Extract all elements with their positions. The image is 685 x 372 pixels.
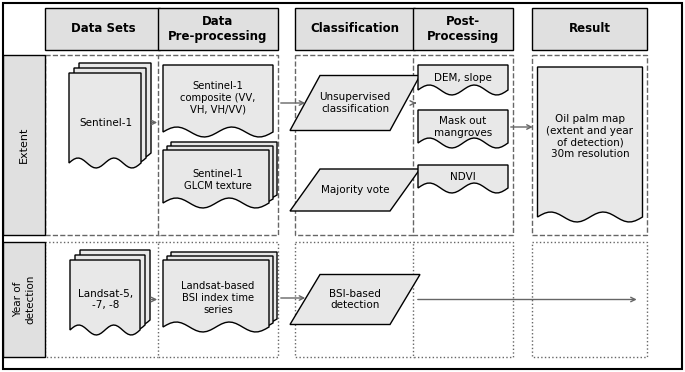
Polygon shape	[171, 142, 277, 200]
Text: Classification: Classification	[310, 22, 399, 35]
Polygon shape	[75, 255, 145, 330]
Text: Landsat-5,
-7, -8: Landsat-5, -7, -8	[79, 289, 134, 310]
Polygon shape	[167, 256, 273, 328]
Bar	[532, 55, 647, 235]
Polygon shape	[538, 67, 643, 222]
Bar	[3, 55, 45, 235]
Text: Sentinel-1: Sentinel-1	[79, 118, 133, 128]
Polygon shape	[69, 73, 141, 168]
Bar	[295, 8, 415, 50]
Text: Extent: Extent	[19, 127, 29, 163]
Bar	[295, 55, 415, 235]
Polygon shape	[70, 260, 140, 335]
Text: Oil palm map
(extent and year
of detection)
30m resolution: Oil palm map (extent and year of detecti…	[547, 114, 634, 159]
Text: Post-
Processing: Post- Processing	[427, 15, 499, 43]
Text: NDVI: NDVI	[450, 172, 476, 182]
Text: Sentinel-1
GLCM texture: Sentinel-1 GLCM texture	[184, 169, 252, 191]
Polygon shape	[79, 63, 151, 158]
Bar	[158, 242, 278, 357]
Bar	[413, 8, 513, 50]
Text: Majority vote: Majority vote	[321, 185, 389, 195]
Text: Data Sets: Data Sets	[71, 22, 136, 35]
Bar	[158, 55, 278, 235]
Polygon shape	[171, 252, 277, 324]
Bar	[532, 8, 647, 50]
Polygon shape	[167, 146, 273, 204]
Polygon shape	[418, 110, 508, 148]
Text: Unsupervised
classification: Unsupervised classification	[319, 92, 390, 114]
Polygon shape	[418, 165, 508, 193]
Text: Landsat-based
BSI index time
series: Landsat-based BSI index time series	[182, 281, 255, 315]
Polygon shape	[290, 169, 420, 211]
Bar	[532, 242, 647, 357]
Polygon shape	[80, 250, 150, 325]
Polygon shape	[163, 65, 273, 137]
Polygon shape	[74, 68, 146, 163]
Bar	[158, 8, 278, 50]
Polygon shape	[163, 260, 269, 332]
Text: BSI-based
detection: BSI-based detection	[329, 289, 381, 310]
Bar	[45, 8, 160, 50]
Bar	[413, 55, 513, 235]
Text: Sentinel-1
composite (VV,
VH, VH/VV): Sentinel-1 composite (VV, VH, VH/VV)	[180, 81, 256, 115]
Text: Data
Pre-processing: Data Pre-processing	[169, 15, 268, 43]
Bar	[3, 242, 45, 357]
Bar	[45, 242, 160, 357]
Polygon shape	[418, 65, 508, 95]
Bar	[295, 242, 415, 357]
Polygon shape	[290, 76, 420, 131]
Polygon shape	[290, 275, 420, 324]
Polygon shape	[163, 150, 269, 208]
Text: Mask out
mangroves: Mask out mangroves	[434, 116, 492, 138]
Bar	[413, 242, 513, 357]
Bar	[45, 55, 160, 235]
Text: Result: Result	[569, 22, 611, 35]
Text: Year of
detection: Year of detection	[14, 275, 35, 324]
Text: DEM, slope: DEM, slope	[434, 73, 492, 83]
